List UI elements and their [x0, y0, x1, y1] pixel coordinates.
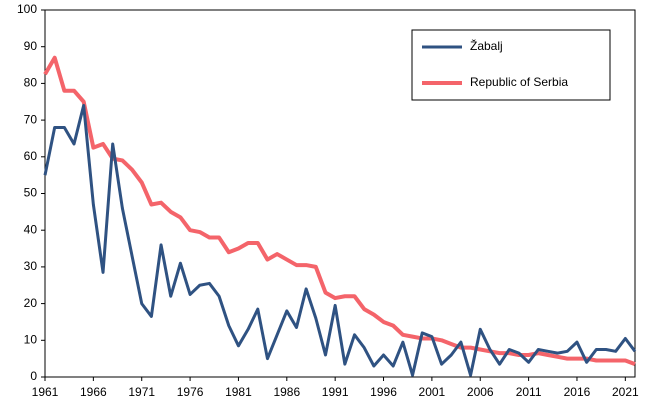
y-tick-label: 30 — [24, 259, 38, 273]
y-tick-label: 40 — [24, 222, 38, 236]
x-tick-label: 1986 — [273, 385, 300, 399]
x-tick-label: 2016 — [564, 385, 591, 399]
y-tick-label: 80 — [24, 76, 38, 90]
x-tick-label: 1976 — [177, 385, 204, 399]
y-tick-label: 50 — [24, 186, 38, 200]
y-tick-label: 20 — [24, 296, 38, 310]
y-tick-label: 10 — [24, 332, 38, 346]
x-tick-label: 1961 — [32, 385, 59, 399]
series-line — [43, 103, 637, 377]
series-line — [43, 55, 636, 367]
x-tick-label: 1971 — [128, 385, 155, 399]
y-tick-label: 100 — [17, 2, 37, 16]
y-tick-label: 70 — [24, 112, 38, 126]
legend-label: Republic of Serbia — [470, 75, 568, 89]
x-tick-label: 2006 — [467, 385, 494, 399]
legend — [411, 29, 611, 101]
x-tick-label: 2001 — [419, 385, 446, 399]
y-tick-label: 0 — [30, 369, 37, 383]
x-tick-label: 1996 — [370, 385, 397, 399]
legend-label: Žabalj — [470, 38, 503, 53]
y-tick-label: 60 — [24, 149, 38, 163]
x-tick-label: 1966 — [80, 385, 107, 399]
x-tick-label: 1981 — [225, 385, 252, 399]
x-tick-label: 2021 — [612, 385, 639, 399]
x-tick-label: 1991 — [322, 385, 349, 399]
y-tick-label: 90 — [24, 39, 38, 53]
x-tick-label: 2011 — [516, 385, 542, 399]
